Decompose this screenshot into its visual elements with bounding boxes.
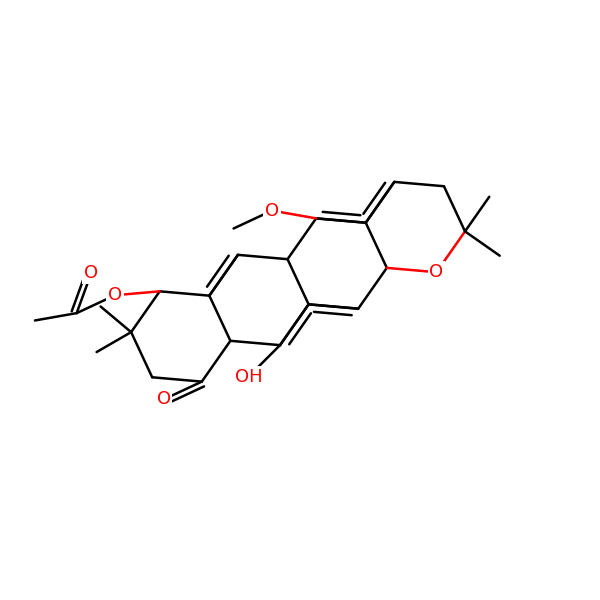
Text: O: O bbox=[108, 286, 122, 304]
Text: O: O bbox=[157, 391, 170, 409]
Text: OH: OH bbox=[235, 368, 262, 386]
Text: O: O bbox=[430, 263, 443, 281]
Text: O: O bbox=[84, 265, 98, 283]
Text: O: O bbox=[265, 202, 279, 220]
